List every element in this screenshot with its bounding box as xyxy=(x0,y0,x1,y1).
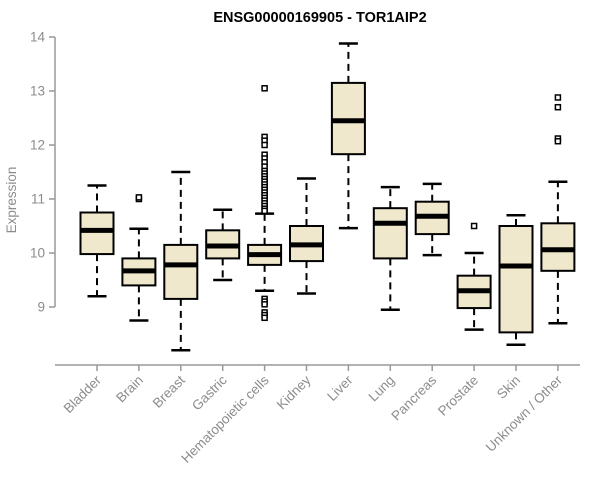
outlier-point xyxy=(554,137,562,145)
y-tick-label: 11 xyxy=(31,192,45,207)
boxplot-liver xyxy=(330,42,366,230)
boxplot-pancreas xyxy=(414,182,450,257)
x-tick-label: Pancreas xyxy=(388,372,439,423)
y-tick-label: 13 xyxy=(30,84,45,99)
x-tick-label: Liver xyxy=(324,372,356,404)
y-axis-label: Expression xyxy=(4,167,19,234)
outlier-point xyxy=(261,141,268,149)
iqr-box xyxy=(540,222,576,272)
x-tick-label: Prostate xyxy=(435,373,481,419)
x-tick-label: Kidney xyxy=(274,372,314,412)
boxplot-hematopoietic-cells xyxy=(247,85,283,322)
y-tick-label: 10 xyxy=(30,246,45,261)
boxplot-lung xyxy=(372,185,408,311)
iqr-box xyxy=(498,225,534,334)
outlier-point xyxy=(554,103,562,111)
x-tick-label: Brain xyxy=(113,373,146,406)
y-tick-label: 12 xyxy=(30,138,45,153)
iqr-box xyxy=(372,207,408,260)
iqr-box xyxy=(79,211,115,256)
boxplot-kidney xyxy=(289,177,324,295)
x-tick-label: Skin xyxy=(494,373,523,402)
outlier-point xyxy=(261,85,268,92)
boxplot-skin xyxy=(498,213,534,347)
boxplot-prostate xyxy=(456,222,492,331)
outlier-point xyxy=(261,301,268,308)
outlier-point xyxy=(470,222,478,230)
boxplot-breast xyxy=(163,170,199,352)
outlier-point xyxy=(261,314,268,322)
boxplot-gastric xyxy=(205,208,241,282)
y-tick-label: 14 xyxy=(30,30,46,45)
outlier-point xyxy=(554,94,562,101)
boxplot-brain xyxy=(121,194,157,322)
outlier-point xyxy=(261,207,268,215)
x-tick-label: Breast xyxy=(150,372,188,410)
x-tick-label: Bladder xyxy=(61,372,105,416)
boxplot-unknown-other xyxy=(540,94,576,325)
boxplot-bladder xyxy=(79,184,115,298)
boxplots xyxy=(79,42,576,352)
y-tick-label: 9 xyxy=(37,300,45,315)
x-tick-label: Lung xyxy=(366,373,398,405)
x-tick-label: Unknown / Other xyxy=(483,372,566,455)
outlier-point xyxy=(135,194,143,201)
chart-title: ENSG00000169905 - TOR1AIP2 xyxy=(213,10,426,26)
x-tick-label: Gastric xyxy=(189,372,230,413)
iqr-box xyxy=(163,243,199,300)
